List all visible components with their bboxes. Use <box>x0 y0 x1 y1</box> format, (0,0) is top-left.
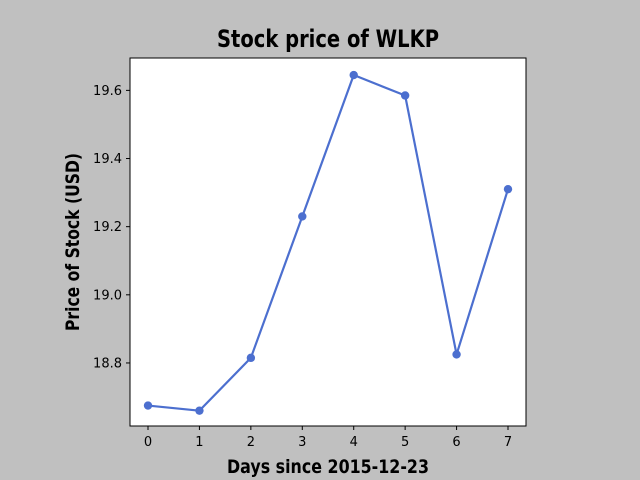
y-tick-label: 19.0 <box>93 288 122 303</box>
plot-area <box>129 57 527 427</box>
data-point <box>503 184 513 194</box>
x-axis-label: Days since 2015-12-23 <box>227 456 429 478</box>
data-point <box>349 70 358 80</box>
y-tick-label: 19.4 <box>93 152 122 167</box>
x-tick-label: 7 <box>504 435 512 450</box>
y-axis-ticks: 18.8 19.0 19.2 19.4 19.6 <box>93 84 130 371</box>
data-point <box>452 350 461 359</box>
chart-title: Stock price of WLKP <box>217 25 439 53</box>
x-tick-label: 0 <box>144 435 152 450</box>
series-layer <box>143 70 513 415</box>
x-tick-label: 6 <box>452 435 460 450</box>
data-point <box>400 91 410 100</box>
series-line <box>147 73 510 412</box>
x-axis-ticks: 0 1 2 3 4 5 6 7 <box>144 426 512 450</box>
data-point <box>195 406 204 415</box>
y-tick-label: 18.8 <box>93 356 122 371</box>
x-tick-label: 1 <box>195 435 203 450</box>
data-point <box>246 353 256 363</box>
x-tick-label: 2 <box>247 435 255 450</box>
y-tick-label: 19.2 <box>93 220 122 235</box>
data-point <box>298 212 307 221</box>
data-point <box>143 401 153 410</box>
y-axis-label: Price of Stock (USD) <box>62 153 84 331</box>
x-tick-label: 3 <box>298 435 306 450</box>
x-tick-label: 5 <box>401 435 409 450</box>
y-tick-label: 19.6 <box>93 84 122 99</box>
x-tick-label: 4 <box>350 435 358 450</box>
